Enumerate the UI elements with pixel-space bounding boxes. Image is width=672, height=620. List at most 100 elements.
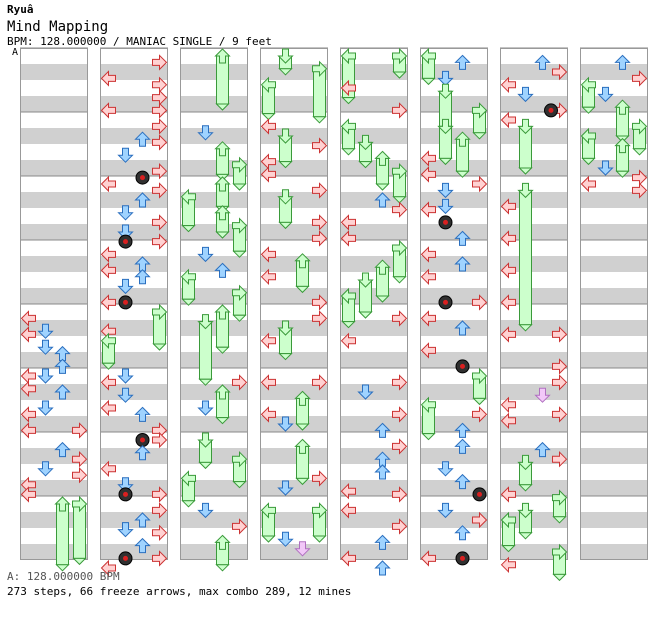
freeze-tail	[341, 97, 356, 105]
right-arrow	[152, 162, 168, 180]
up-arrow	[614, 54, 631, 70]
left-arrow	[500, 396, 516, 414]
freeze-tail	[581, 157, 596, 166]
left-arrow	[100, 246, 116, 263]
right-arrow	[152, 486, 168, 503]
left-arrow	[100, 332, 116, 350]
right-arrow	[392, 239, 408, 257]
mine-core	[443, 219, 448, 225]
right-arrow	[312, 470, 328, 487]
shock-arrow	[534, 387, 551, 403]
up-arrow	[54, 384, 71, 400]
right-arrow	[552, 63, 568, 81]
freeze-tail	[632, 148, 647, 156]
freeze-tail	[278, 68, 293, 76]
down-arrow	[437, 118, 454, 135]
right-arrow	[232, 156, 248, 174]
freeze-tail	[392, 71, 407, 79]
freeze-tail	[101, 362, 116, 370]
freeze-tail	[181, 298, 196, 306]
right-arrow	[152, 214, 168, 231]
right-arrow	[632, 118, 648, 135]
left-arrow	[500, 486, 516, 503]
right-arrow	[552, 543, 568, 561]
freeze-tail	[615, 170, 630, 178]
up-arrow	[214, 141, 231, 157]
down-arrow	[517, 502, 534, 519]
freeze-body	[199, 321, 212, 380]
freeze-tail	[278, 353, 293, 361]
freeze-tail	[215, 103, 230, 111]
chart-meta: BPM: 128.000000 / MANIAC SINGLE / 9 feet	[7, 35, 272, 48]
mine-core	[140, 437, 145, 443]
down-arrow	[437, 461, 454, 477]
left-arrow	[260, 374, 276, 391]
freeze-tail	[215, 346, 230, 354]
down-arrow	[117, 224, 134, 240]
left-arrow	[180, 268, 196, 286]
left-arrow	[100, 399, 116, 417]
down-arrow	[437, 70, 454, 87]
right-arrow	[72, 466, 88, 484]
freeze-tail	[261, 113, 276, 121]
left-arrow	[420, 150, 436, 167]
right-arrow	[152, 118, 168, 135]
up-arrow	[294, 253, 311, 269]
left-arrow	[180, 470, 196, 487]
freeze-tail	[198, 378, 213, 386]
right-arrow	[232, 217, 248, 234]
up-arrow	[454, 54, 471, 70]
right-arrow	[152, 550, 168, 567]
down-arrow	[277, 189, 294, 205]
freeze-tail	[518, 484, 533, 492]
left-arrow	[500, 412, 516, 430]
right-arrow	[152, 134, 168, 151]
right-arrow	[312, 214, 328, 231]
freeze-tail	[501, 545, 516, 553]
left-arrow	[100, 460, 116, 478]
freeze-tail	[152, 343, 167, 351]
mine-core	[123, 299, 128, 305]
down-arrow	[37, 461, 54, 477]
down-arrow	[197, 246, 214, 263]
right-arrow	[392, 438, 408, 455]
left-arrow	[100, 294, 116, 311]
left-arrow	[340, 230, 356, 247]
freeze-tail	[518, 324, 533, 332]
left-arrow	[340, 118, 356, 135]
up-arrow	[454, 320, 471, 336]
down-arrow	[517, 182, 534, 199]
down-arrow	[437, 198, 454, 215]
left-arrow	[260, 246, 276, 263]
song-artist: Ryuâ	[7, 3, 34, 16]
freeze-body	[519, 189, 532, 326]
freeze-tail	[472, 397, 487, 406]
right-arrow	[392, 102, 408, 119]
up-arrow	[534, 54, 551, 70]
up-arrow	[134, 131, 151, 147]
right-arrow	[312, 502, 328, 519]
up-arrow	[374, 150, 391, 166]
right-arrow	[552, 406, 568, 423]
freeze-tail	[72, 557, 87, 566]
right-arrow	[232, 518, 248, 535]
up-arrow	[134, 512, 151, 528]
left-arrow	[420, 166, 436, 183]
up-arrow	[454, 473, 471, 490]
left-arrow	[420, 310, 436, 327]
up-arrow	[454, 256, 471, 272]
down-arrow	[37, 323, 54, 339]
down-arrow	[117, 387, 134, 403]
right-arrow	[312, 60, 328, 78]
freeze-tail	[438, 157, 453, 166]
left-arrow	[500, 294, 516, 311]
left-arrow	[100, 559, 116, 577]
mine-core	[443, 299, 448, 305]
mine-core	[123, 239, 128, 245]
down-arrow	[517, 454, 534, 471]
down-arrow	[117, 147, 134, 163]
left-arrow	[340, 502, 356, 519]
down-arrow	[437, 182, 454, 199]
down-arrow	[117, 278, 134, 295]
freeze-tail	[181, 500, 196, 508]
